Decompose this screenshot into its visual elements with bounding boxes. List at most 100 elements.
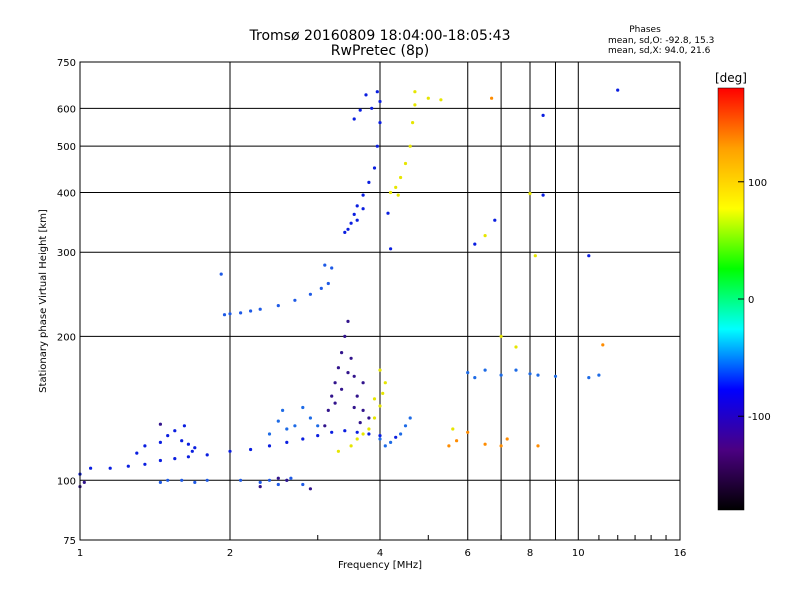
- y-tick-label: 300: [57, 248, 76, 259]
- data-point: [293, 298, 297, 302]
- data-point: [375, 144, 379, 148]
- data-point: [186, 455, 190, 459]
- data-point: [346, 227, 350, 231]
- data-point: [367, 180, 371, 184]
- data-point: [403, 424, 408, 428]
- data-point: [378, 434, 382, 438]
- data-point: [135, 451, 139, 455]
- data-point: [258, 307, 262, 311]
- x-tick-label: 4: [377, 548, 383, 559]
- chart-title: Tromsø 20160809 18:04:00-18:05:43: [249, 28, 511, 44]
- data-point: [330, 266, 334, 270]
- data-point: [343, 429, 347, 433]
- data-point: [173, 457, 177, 461]
- y-tick-label: 400: [57, 188, 76, 199]
- data-point: [541, 193, 545, 197]
- data-point: [378, 121, 382, 125]
- data-point: [180, 478, 184, 482]
- data-point: [378, 437, 382, 441]
- data-point: [528, 372, 532, 376]
- data-point: [108, 466, 112, 470]
- data-point: [82, 480, 86, 484]
- data-point: [173, 429, 177, 433]
- data-point: [408, 144, 412, 148]
- data-point: [249, 447, 253, 452]
- data-point: [355, 437, 359, 441]
- data-point: [289, 476, 293, 480]
- data-point: [483, 234, 487, 238]
- data-point: [505, 437, 509, 441]
- data-point: [228, 449, 232, 453]
- data-point: [143, 444, 147, 448]
- x-tick-label: 1: [77, 548, 83, 559]
- data-point: [473, 376, 477, 380]
- phase-stats-x: mean, sd,X: 94.0, 21.6: [608, 46, 711, 56]
- x-tick-label: 10: [572, 548, 585, 559]
- data-point: [499, 444, 503, 448]
- data-point: [180, 439, 184, 443]
- x-tick-label: 6: [465, 548, 471, 559]
- data-point: [330, 394, 334, 398]
- data-point: [396, 193, 400, 197]
- data-point: [249, 309, 253, 313]
- data-point: [389, 440, 393, 444]
- data-point: [267, 432, 272, 436]
- data-point: [403, 161, 408, 166]
- data-point: [349, 221, 353, 225]
- data-point: [408, 416, 412, 420]
- data-point: [447, 444, 451, 448]
- data-point: [399, 432, 403, 436]
- data-point: [285, 427, 289, 431]
- data-point: [587, 254, 591, 258]
- data-point: [383, 381, 387, 385]
- data-point: [378, 368, 382, 372]
- chart-subtitle: RwPretec (8p): [331, 43, 429, 59]
- data-point: [326, 408, 330, 412]
- phase-stats-title: Phases: [629, 25, 661, 35]
- data-point: [361, 408, 365, 412]
- data-point: [364, 93, 368, 97]
- data-point: [293, 424, 297, 428]
- data-point: [426, 96, 430, 100]
- data-point: [281, 408, 285, 412]
- data-point: [343, 334, 347, 338]
- data-point: [166, 478, 170, 482]
- data-point: [394, 185, 398, 189]
- data-point: [466, 430, 470, 434]
- data-point: [308, 416, 312, 420]
- data-point: [389, 247, 393, 251]
- data-point: [514, 368, 518, 372]
- data-point: [490, 96, 494, 100]
- data-point: [323, 424, 327, 428]
- data-point: [340, 351, 344, 355]
- colorbar: [deg] 100 0 -100: [715, 71, 771, 511]
- data-point: [597, 373, 601, 377]
- data-point: [493, 218, 497, 222]
- data-point: [276, 482, 280, 487]
- data-point: [372, 166, 377, 170]
- data-point: [499, 334, 503, 338]
- data-point: [323, 263, 327, 267]
- data-point: [349, 444, 353, 448]
- data-point: [166, 434, 170, 438]
- axis-ticks: 1 2 4 6 8 10 16 75 100 200 300 400 500 600 750: [57, 58, 686, 559]
- data-point: [616, 88, 620, 92]
- data-point: [346, 371, 350, 375]
- y-tick-label: 500: [57, 142, 76, 153]
- data-point: [352, 212, 356, 216]
- data-point: [239, 478, 243, 482]
- data-point: [483, 368, 487, 372]
- data-point: [355, 394, 359, 398]
- data-point: [358, 108, 362, 112]
- data-point: [158, 422, 162, 426]
- y-tick-label: 600: [57, 104, 76, 115]
- data-point: [389, 190, 393, 195]
- y-tick-label: 100: [57, 476, 76, 487]
- data-point: [411, 121, 415, 125]
- data-point: [276, 304, 280, 308]
- data-point: [372, 397, 377, 401]
- data-point: [267, 478, 272, 482]
- data-point: [301, 482, 305, 487]
- x-tick-label: 2: [227, 548, 233, 559]
- data-point: [587, 376, 591, 380]
